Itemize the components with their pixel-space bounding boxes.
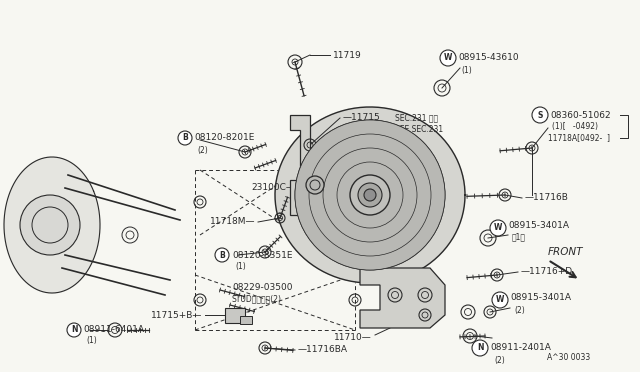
Circle shape — [337, 162, 403, 228]
Polygon shape — [290, 115, 330, 215]
Circle shape — [440, 50, 456, 66]
Text: 08911-6401A: 08911-6401A — [83, 326, 144, 334]
Text: 11718A[0492-  ]: 11718A[0492- ] — [548, 134, 610, 142]
Circle shape — [20, 195, 80, 255]
Circle shape — [178, 131, 192, 145]
Text: 11710—: 11710— — [334, 333, 372, 341]
Text: (1): (1) — [235, 263, 246, 272]
Text: W: W — [494, 224, 502, 232]
Text: —11716+D: —11716+D — [521, 267, 573, 276]
Circle shape — [358, 183, 382, 207]
Text: 08915-3401A: 08915-3401A — [510, 294, 571, 302]
Text: STUDスタッド(2): STUDスタッド(2) — [232, 295, 282, 304]
Text: —11716BA: —11716BA — [298, 346, 348, 355]
Text: 11719: 11719 — [333, 51, 362, 60]
Circle shape — [215, 248, 229, 262]
Circle shape — [364, 189, 376, 201]
Text: (1): (1) — [461, 65, 472, 74]
Bar — [240, 316, 252, 324]
Text: (2): (2) — [494, 356, 505, 365]
Text: S: S — [538, 110, 543, 119]
Text: 08120-8351E: 08120-8351E — [232, 250, 292, 260]
Text: W: W — [444, 54, 452, 62]
Text: 08915-3401A: 08915-3401A — [508, 221, 569, 230]
Circle shape — [306, 176, 324, 194]
Circle shape — [492, 292, 508, 308]
Text: 08120-8201E: 08120-8201E — [194, 134, 254, 142]
Text: 08229-03500: 08229-03500 — [232, 283, 292, 292]
Circle shape — [295, 120, 445, 270]
Text: SEC.231 参照: SEC.231 参照 — [395, 113, 438, 122]
Text: N: N — [477, 343, 483, 353]
Text: (1): (1) — [86, 337, 97, 346]
Text: 08915-43610: 08915-43610 — [458, 54, 518, 62]
Polygon shape — [4, 157, 100, 293]
Text: (2): (2) — [197, 145, 208, 154]
Polygon shape — [275, 107, 465, 283]
Text: 08360-51062: 08360-51062 — [550, 110, 611, 119]
Text: 11715+B—: 11715+B— — [150, 311, 202, 320]
Text: W: W — [496, 295, 504, 305]
Circle shape — [309, 134, 431, 256]
Text: 08911-2401A: 08911-2401A — [490, 343, 551, 353]
Text: FRONT: FRONT — [548, 247, 584, 257]
Text: (2): (2) — [514, 305, 525, 314]
Text: B: B — [182, 134, 188, 142]
Circle shape — [350, 175, 390, 215]
Text: 23100C—: 23100C— — [251, 183, 295, 192]
Text: 、1。: 、1。 — [512, 232, 526, 241]
Text: B: B — [219, 250, 225, 260]
Circle shape — [490, 220, 506, 236]
Text: —11715: —11715 — [343, 113, 381, 122]
Text: (1)[   -0492): (1)[ -0492) — [552, 122, 598, 131]
Circle shape — [323, 148, 417, 242]
Circle shape — [67, 323, 81, 337]
Text: N: N — [71, 326, 77, 334]
Text: 11718M—: 11718M— — [209, 218, 255, 227]
Circle shape — [532, 107, 548, 123]
Bar — [225, 308, 245, 323]
Circle shape — [472, 340, 488, 356]
Text: SEE SEC.231: SEE SEC.231 — [395, 125, 443, 135]
Text: A^30 0033: A^30 0033 — [547, 353, 590, 362]
Polygon shape — [360, 268, 445, 328]
Text: —11716B: —11716B — [525, 193, 569, 202]
